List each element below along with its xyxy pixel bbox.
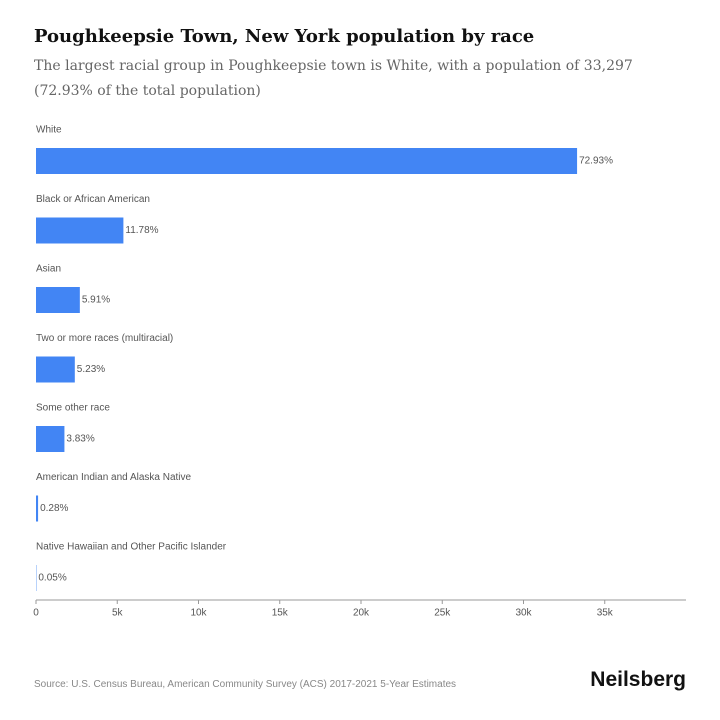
category-label: Two or more races (multiracial) [36,333,173,344]
category-label: White [36,125,62,136]
bar [36,495,39,522]
source-note: Source: U.S. Census Bureau, American Com… [34,679,457,690]
bar [36,426,65,452]
category-label: Some other race [36,403,110,414]
value-label: 0.05% [38,573,66,584]
category-label: American Indian and Alaska Native [36,472,192,483]
x-tick-label: 35k [597,608,614,619]
value-label: 72.93% [579,156,613,167]
category-label: Asian [36,264,61,275]
x-tick-label: 20k [353,608,370,619]
x-tick-label: 15k [272,608,289,619]
x-tick-label: 5k [112,608,124,619]
value-label: 11.78% [125,225,158,236]
chart-subtitle: The largest racial group in Poughkeepsie… [34,58,633,99]
bar [36,287,80,313]
x-tick-label: 10k [190,608,207,619]
x-tick-label: 25k [434,608,451,619]
bar [36,217,124,244]
brand-logo: Neilsberg [590,668,686,691]
category-label: Black or African American [36,194,150,205]
value-label: 0.28% [40,503,68,514]
x-tick-label: 30k [515,608,532,619]
value-label: 3.83% [66,434,94,445]
category-label: Native Hawaiian and Other Pacific Island… [36,542,227,553]
x-tick-label: 0 [33,608,39,619]
bar [36,148,578,174]
chart-title: Poughkeepsie Town, New York population b… [34,26,535,47]
value-label: 5.23% [77,364,105,375]
bar [36,356,75,383]
value-label: 5.91% [82,295,110,306]
